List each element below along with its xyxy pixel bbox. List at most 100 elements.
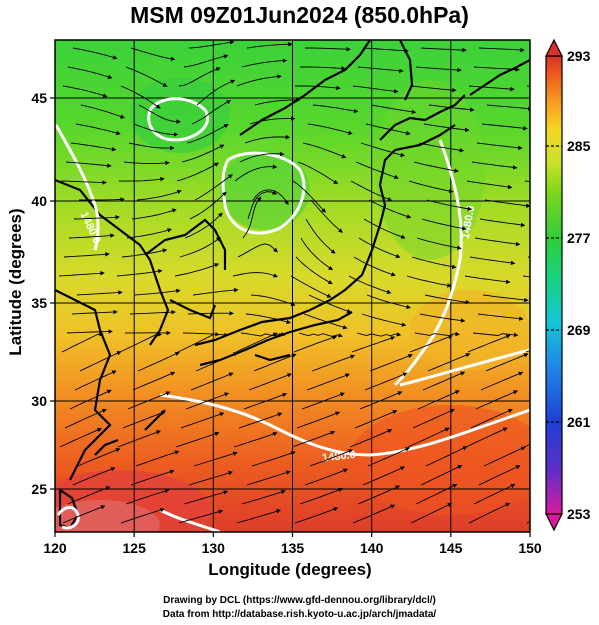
streamline	[351, 336, 396, 353]
streamline	[122, 410, 166, 429]
contour-label: 1480.0	[460, 205, 478, 240]
streamline	[138, 104, 181, 124]
streamline	[179, 236, 221, 258]
streamline	[305, 47, 351, 52]
streamline	[427, 353, 471, 372]
streamline	[311, 354, 356, 372]
streamline	[131, 208, 177, 220]
streamline	[476, 142, 523, 151]
x-tick-label: 150	[518, 540, 542, 556]
streamline	[132, 371, 176, 391]
streamline	[125, 66, 168, 87]
streamline	[423, 123, 470, 133]
x-tick-label: 130	[202, 540, 226, 556]
streamline	[358, 237, 401, 259]
wind-streamlines	[58, 40, 530, 524]
streamline	[248, 373, 292, 391]
credit-drawing: Drawing by DCL (https://www.gfd-dennou.o…	[163, 595, 436, 606]
streamline	[127, 391, 171, 410]
streamline	[418, 142, 465, 153]
colorbar-bottom-arrow	[545, 513, 563, 532]
x-tick-label: 125	[123, 540, 147, 556]
streamline	[234, 164, 278, 182]
streamline	[181, 144, 225, 163]
streamline	[368, 199, 412, 219]
streamline	[419, 313, 466, 323]
streamline	[191, 100, 232, 125]
streamline	[125, 488, 170, 505]
contour-label: 1480.0	[322, 449, 357, 464]
streamline	[355, 161, 399, 180]
streamline	[417, 390, 460, 410]
streamline	[188, 40, 235, 49]
streamline	[187, 311, 234, 316]
y-tick-label: 25	[31, 481, 47, 497]
streamline	[244, 134, 291, 144]
streamline	[120, 85, 161, 109]
streamline	[304, 468, 349, 486]
streamline	[176, 162, 219, 182]
colorbar-label: 277	[567, 230, 591, 246]
streamline	[117, 430, 161, 448]
streamline	[246, 470, 291, 486]
streamline	[464, 275, 511, 285]
streamline	[468, 85, 515, 92]
streamline	[68, 233, 115, 239]
streamline	[242, 196, 262, 239]
y-tick-label: 40	[31, 193, 47, 209]
streamline	[348, 275, 392, 294]
streamline	[188, 470, 233, 486]
streamline	[299, 487, 344, 505]
streamline	[232, 272, 279, 278]
colorbar-top-arrow	[545, 38, 563, 57]
streamline	[77, 448, 121, 467]
streamline	[356, 332, 402, 337]
streamline	[357, 66, 404, 74]
streamline	[407, 427, 450, 448]
streamline	[357, 485, 401, 505]
streamline	[119, 332, 162, 353]
colorbar-label: 253	[567, 506, 591, 522]
streamline	[360, 142, 406, 157]
streamline	[478, 465, 521, 486]
y-tick-label: 30	[31, 393, 47, 409]
streamline	[485, 353, 529, 372]
streamline	[189, 191, 227, 220]
y-axis-title: Latitude (degrees)	[6, 208, 25, 356]
streamline	[126, 228, 172, 239]
streamline	[481, 123, 528, 131]
streamline	[294, 85, 341, 91]
streamline	[251, 451, 296, 467]
streamline	[64, 408, 107, 429]
streamline	[245, 313, 291, 324]
streamline	[123, 160, 170, 166]
streamline	[414, 331, 460, 337]
y-tick-label: 45	[31, 90, 47, 106]
streamline	[254, 97, 301, 106]
streamline	[249, 116, 296, 125]
streamline	[135, 450, 180, 467]
streamline	[193, 451, 238, 467]
streamline	[62, 85, 108, 98]
streamline	[361, 313, 407, 327]
streamline	[238, 412, 283, 429]
streamline	[422, 371, 466, 391]
streamline	[196, 79, 236, 106]
streamline	[62, 505, 106, 524]
streamline	[69, 389, 112, 410]
streamline	[246, 41, 293, 49]
streamline	[235, 332, 278, 353]
streamline	[183, 490, 229, 505]
y-tick-label: 35	[31, 295, 47, 311]
streamline	[478, 47, 525, 53]
streamline	[370, 104, 417, 115]
x-axis-title: Longitude (degrees)	[208, 560, 372, 579]
streamline	[406, 275, 452, 288]
streamline	[421, 218, 467, 231]
streamline	[67, 486, 111, 505]
streamline	[128, 142, 175, 151]
streamline	[349, 428, 393, 448]
x-tick-label: 140	[360, 540, 384, 556]
streamline	[175, 431, 220, 448]
streamline	[468, 502, 511, 524]
